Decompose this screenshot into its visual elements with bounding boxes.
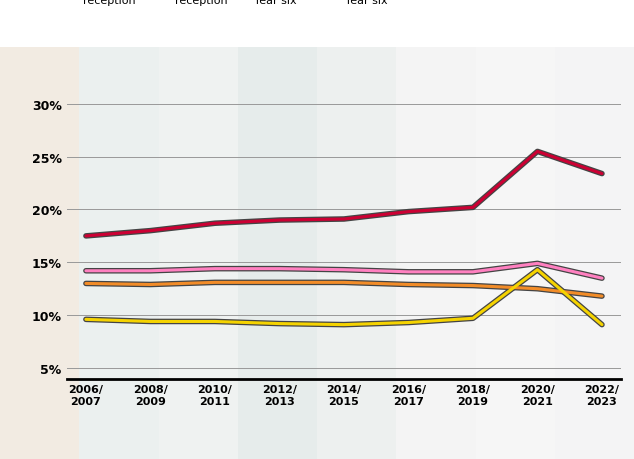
Text: HOW ENGLAND'S CHILDREN HAVE GOTTEN FATTER OVER TIME: HOW ENGLAND'S CHILDREN HAVE GOTTEN FATTE… — [52, 17, 582, 32]
FancyBboxPatch shape — [317, 48, 396, 459]
FancyBboxPatch shape — [476, 48, 555, 459]
FancyBboxPatch shape — [79, 48, 158, 459]
Legend: Overweight
reception, Obese
reception, Overweight
Year six, Obese
Year six: Overweight reception, Obese reception, O… — [61, 0, 392, 11]
FancyBboxPatch shape — [158, 48, 238, 459]
FancyBboxPatch shape — [0, 48, 634, 459]
FancyBboxPatch shape — [238, 48, 317, 459]
FancyBboxPatch shape — [0, 48, 79, 459]
FancyBboxPatch shape — [555, 48, 634, 459]
FancyBboxPatch shape — [396, 48, 476, 459]
